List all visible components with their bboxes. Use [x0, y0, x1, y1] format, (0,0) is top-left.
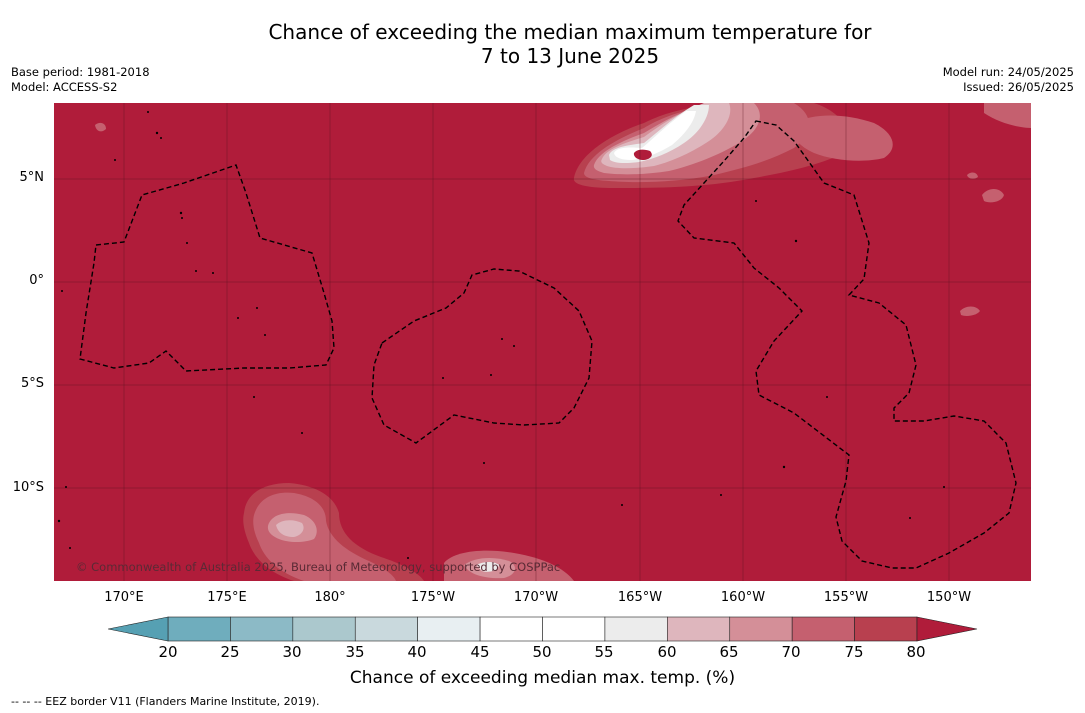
copyright-text: © Commonwealth of Australia 2025, Bureau… [76, 560, 560, 574]
colorbar-tick: 20 [158, 643, 178, 661]
colorbar-segment [791, 616, 855, 642]
island-dot [943, 486, 945, 488]
lon-label-165w: 165°W [617, 590, 663, 605]
colorbar-tick: 45 [470, 643, 490, 661]
island-dot [755, 200, 757, 202]
issued-date: Issued: 26/05/2025 [963, 80, 1074, 94]
island-dot [186, 242, 188, 244]
colorbar-tick: 55 [594, 643, 614, 661]
island-dot [782, 465, 786, 469]
lat-label-5s: 5°S [20, 376, 44, 391]
colorbar-tick: 70 [781, 643, 801, 661]
colorbar-segment [729, 616, 793, 642]
island-dot [253, 396, 255, 398]
island-dot [826, 396, 828, 398]
map-background [54, 103, 1031, 581]
island-dot [483, 462, 485, 464]
island-dot [301, 432, 303, 434]
island-dot [155, 131, 159, 135]
colorbar-segment [417, 616, 481, 642]
model-run: Model run: 24/05/2025 [942, 65, 1074, 79]
colorbar-tick: 80 [906, 643, 926, 661]
island-dot [179, 211, 183, 215]
island-dot [794, 239, 798, 243]
eez-line-islands [677, 120, 1017, 569]
island-dot [61, 290, 63, 292]
island-dot [442, 377, 444, 379]
colorbar-segment [542, 616, 606, 642]
island-dot [181, 217, 183, 219]
island-dot [57, 519, 61, 523]
title-line-1: Chance of exceeding the median maximum t… [268, 20, 872, 44]
eez-borders [79, 120, 1017, 569]
colorbar-label: Chance of exceeding median max. temp. (%… [349, 668, 736, 688]
lon-label-155w: 155°W [823, 590, 869, 605]
island-dot [237, 317, 239, 319]
lon-label-160w: 160°W [720, 590, 766, 605]
base-period: Base period: 1981-2018 [11, 65, 150, 79]
lon-label-175e: 175°E [207, 590, 247, 605]
island-dot [195, 270, 197, 272]
island-dot [65, 486, 67, 488]
colorbar-extension-high [916, 616, 978, 642]
islands [57, 111, 945, 559]
colorbar-tick: 65 [719, 643, 739, 661]
lon-label-170e: 170°E [104, 590, 144, 605]
colorbar-tick: 30 [282, 643, 302, 661]
colorbar-segment [479, 616, 543, 642]
island-dot [264, 334, 266, 336]
island-dot [147, 111, 149, 113]
colorbar-segment [167, 616, 231, 642]
colorbar-segment [230, 616, 294, 642]
model-name: Model: ACCESS-S2 [11, 80, 118, 94]
colorbar-segment [354, 616, 418, 642]
lon-label-175w: 175°W [410, 590, 456, 605]
graticule [54, 103, 1031, 581]
lat-label-0: 0° [29, 273, 44, 288]
eez-tuvalu [79, 164, 335, 372]
map-title: Chance of exceeding the median maximum t… [0, 20, 1085, 68]
colorbar-segment [854, 616, 918, 642]
island-dot [114, 159, 116, 161]
island-dot [212, 272, 214, 274]
colorbar-tick: 50 [532, 643, 552, 661]
colorbar-tick: 40 [407, 643, 427, 661]
colorbar-tick: 75 [844, 643, 864, 661]
lat-label-10s: 10°S [12, 480, 44, 495]
colorbar-svg [107, 616, 978, 642]
map-svg: © Commonwealth of Australia 2025, Bureau… [54, 103, 1031, 581]
colorbar-segment [604, 616, 668, 642]
anomaly-plume-southwest [243, 483, 574, 581]
island-dot [501, 338, 503, 340]
lon-label-180: 180° [314, 590, 346, 605]
eez-footnote: -- -- -- EEZ border V11 (Flanders Marine… [11, 695, 320, 708]
island-dot [160, 137, 162, 139]
island-dot [69, 547, 71, 549]
colorbar-segment [667, 616, 731, 642]
island-dot [490, 374, 492, 376]
lon-label-150w: 150°W [926, 590, 972, 605]
lon-label-170w: 170°W [513, 590, 559, 605]
colorbar-segment [292, 616, 356, 642]
colorbar-tick: 25 [220, 643, 240, 661]
colorbar-extension-low [107, 616, 169, 642]
island-dot [720, 494, 722, 496]
island-dot [909, 517, 911, 519]
colorbar [107, 616, 978, 642]
lat-label-5n: 5°N [19, 170, 45, 185]
island-dot [407, 557, 409, 559]
colorbar-tick: 60 [657, 643, 677, 661]
map-panel[interactable]: © Commonwealth of Australia 2025, Bureau… [54, 103, 1031, 581]
island-dot [513, 345, 515, 347]
meta-right: Model run: 24/05/2025 Issued: 26/05/2025 [943, 65, 1074, 95]
island-dot [621, 504, 623, 506]
meta-left: Base period: 1981-2018 Model: ACCESS-S2 [11, 65, 150, 95]
eez-tokelau [371, 268, 593, 444]
title-line-2: 7 to 13 June 2025 [480, 44, 660, 68]
colorbar-tick: 35 [345, 643, 365, 661]
island-dot [256, 307, 258, 309]
